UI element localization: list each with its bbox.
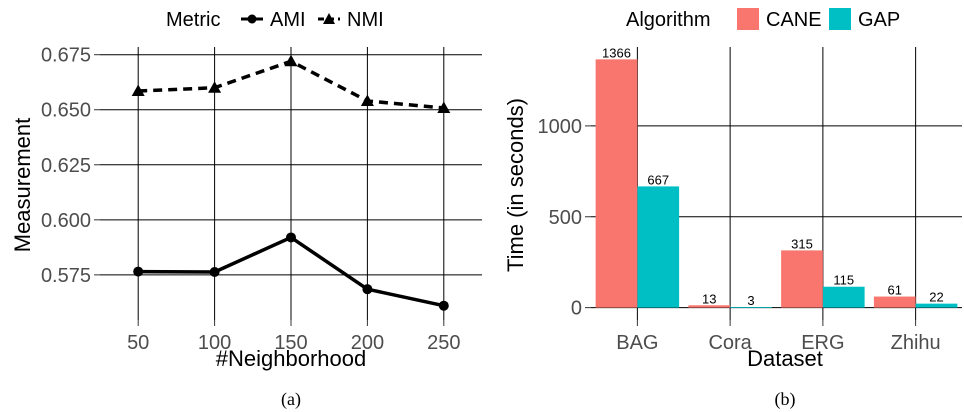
y-tick-label: 0.675	[41, 45, 91, 67]
y-axis-title-a: Measurement	[10, 118, 35, 253]
nmi-point	[360, 94, 374, 106]
y-tick-label: 0.625	[41, 155, 91, 177]
ami-point	[362, 284, 373, 295]
x-tick-label: 250	[427, 332, 460, 354]
legend-a-title: Metric	[166, 9, 220, 31]
y-tick-label: 0.600	[41, 210, 91, 232]
gap-bar-label: 22	[929, 290, 943, 305]
cane-bar	[688, 305, 731, 308]
bars-b	[595, 59, 958, 308]
cane-bar	[873, 296, 916, 308]
gap-bar-label: 115	[833, 273, 854, 288]
cane-bar	[595, 59, 638, 308]
caption-a: (a)	[281, 389, 301, 410]
nmi-point	[131, 84, 145, 97]
x-tick-label: Zhihu	[891, 332, 941, 354]
y-tick-label: 1000	[538, 116, 583, 138]
grid-a	[100, 47, 482, 320]
legend-gap-label: GAP	[858, 9, 900, 31]
x-tick-label: 200	[351, 332, 384, 354]
series-points-a	[131, 54, 451, 311]
caption-b: (b)	[775, 389, 796, 410]
panel-b: Algorithm CANE GAP 13661331561667311522 …	[503, 8, 962, 410]
legend-nmi-label: NMI	[347, 9, 384, 31]
cane-bar	[781, 250, 823, 308]
x-tick-label: ERG	[801, 332, 844, 354]
y-tick-label: 500	[549, 207, 582, 229]
cane-bar-label: 315	[791, 236, 813, 251]
cane-bar-label: 13	[702, 291, 716, 306]
nmi-point	[437, 101, 451, 113]
y-tick-label: 0	[571, 298, 582, 320]
legend-ami-label: AMI	[270, 9, 306, 31]
legend-ami-marker	[247, 14, 257, 24]
x-tick-label: 50	[127, 332, 149, 354]
y-ticks-b: 0 500 1000	[538, 116, 591, 320]
legend-cane-label: CANE	[766, 9, 822, 31]
nmi-point	[208, 81, 222, 93]
gap-bar-label: 667	[647, 172, 669, 187]
gap-bar	[915, 303, 958, 308]
y-tick-label: 0.575	[41, 265, 91, 287]
gap-bar	[637, 186, 680, 308]
ami-point	[209, 267, 220, 278]
x-ticks-b: BAG Cora ERG Zhihu	[616, 320, 941, 354]
bar-value-labels-b: 1366 13 315 61 667 3 115 22	[602, 45, 944, 308]
ami-point	[438, 300, 449, 311]
y-tick-label: 0.650	[41, 100, 91, 122]
x-tick-label: 100	[198, 332, 231, 354]
legend-nmi-marker	[323, 13, 335, 24]
cane-bar-label: 61	[888, 283, 902, 298]
gap-bar	[730, 307, 772, 308]
y-ticks-a: 0.575 0.600 0.625 0.650 0.675	[41, 45, 100, 287]
x-axis-title-b: Dataset	[747, 346, 823, 371]
y-axis-title-b: Time (in seconds)	[503, 98, 528, 272]
cane-bar-label: 1366	[602, 45, 631, 60]
nmi-point	[284, 54, 298, 67]
gap-bar	[822, 286, 865, 308]
legend-gap-key	[829, 8, 851, 30]
legend-cane-key	[737, 8, 759, 30]
ami-point	[286, 232, 296, 243]
panel-a: Metric AMI NMI 0.575 0.600 0.625 0.650 0.675…	[10, 9, 482, 410]
x-axis-title-a: #Neighborhood	[216, 346, 366, 371]
x-ticks-a: 50 100 150 200 250	[127, 320, 460, 354]
gap-bar-label: 3	[747, 293, 754, 308]
ami-point	[133, 266, 144, 277]
legend-a: Metric AMI NMI	[166, 9, 384, 31]
x-tick-label: Cora	[708, 332, 752, 354]
legend-b-title: Algorithm	[626, 9, 710, 31]
x-tick-label: BAG	[616, 332, 658, 354]
x-tick-label: 150	[274, 332, 307, 354]
legend-b: Algorithm CANE GAP	[626, 8, 900, 31]
